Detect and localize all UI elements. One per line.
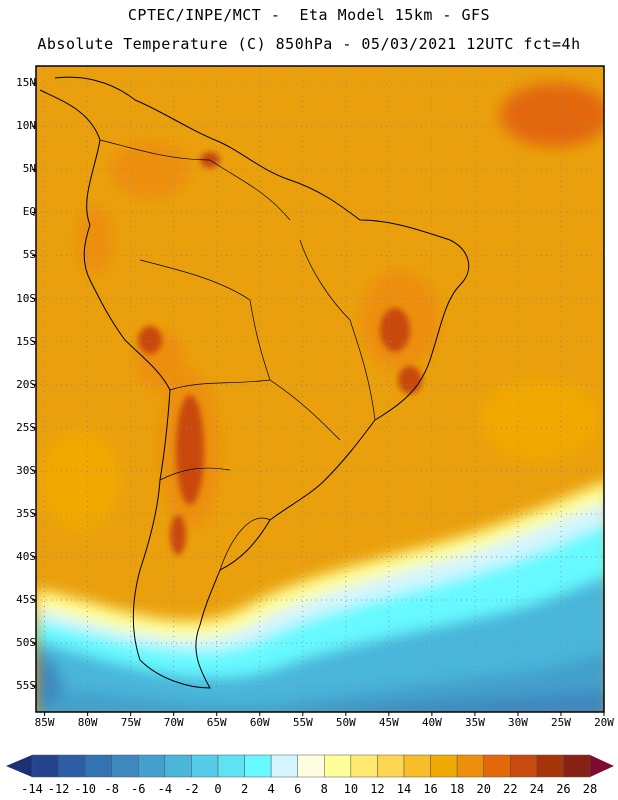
colorbar-label: -14 bbox=[21, 782, 43, 796]
colorbar-swatch bbox=[217, 754, 245, 778]
colorbar-label: 20 bbox=[476, 782, 491, 796]
colorbar-label: 0 bbox=[214, 782, 222, 796]
colorbar-swatch bbox=[244, 754, 272, 778]
colorbar-swatch bbox=[270, 754, 298, 778]
longitude-label: 55W bbox=[292, 716, 313, 729]
latitude-label: 15N bbox=[16, 76, 36, 90]
colorbar-swatch bbox=[403, 754, 431, 778]
colorbar-label: 8 bbox=[320, 782, 328, 796]
map-title: CPTEC/INPE/MCT - Eta Model 15km - GFS bbox=[127, 6, 491, 24]
colorbar-high-arrow bbox=[590, 755, 614, 777]
longitude-label: 85W bbox=[34, 716, 55, 729]
longitude-label: 80W bbox=[77, 716, 98, 729]
colorbar-label: 12 bbox=[370, 782, 385, 796]
colorbar-low-arrow bbox=[6, 755, 32, 777]
colorbar-swatch bbox=[84, 754, 112, 778]
longitude-label: 50W bbox=[335, 716, 356, 729]
colorbar-swatch bbox=[563, 754, 591, 778]
colorbar-swatch bbox=[58, 754, 86, 778]
longitude-label: 45W bbox=[378, 716, 399, 729]
map-frame bbox=[35, 65, 605, 713]
colorbar-swatch bbox=[297, 754, 325, 778]
latitude-label: 5S bbox=[22, 248, 36, 262]
colorbar-swatch bbox=[164, 754, 192, 778]
map-subtitle: Absolute Temperature (C) 850hPa - 05/03/… bbox=[37, 35, 581, 53]
colorbar-swatch bbox=[191, 754, 219, 778]
latitude-label: EQ bbox=[22, 205, 36, 219]
colorbar-label: 4 bbox=[267, 782, 275, 796]
latitude-label: 45S bbox=[16, 593, 36, 607]
colorbar-label: -4 bbox=[157, 782, 173, 796]
latitude-label: 30S bbox=[16, 463, 36, 477]
colorbar-label: 24 bbox=[529, 782, 545, 796]
colorbar-swatch bbox=[510, 754, 538, 778]
axis-ticks bbox=[32, 82, 605, 716]
latitude-label: 15S bbox=[16, 334, 36, 348]
longitude-label: 65W bbox=[206, 716, 227, 729]
colorbar-label: -8 bbox=[104, 782, 119, 796]
colorbar-swatch bbox=[324, 754, 352, 778]
colorbar-label: -2 bbox=[184, 782, 199, 796]
colorbar-label: -6 bbox=[131, 782, 146, 796]
colorbar-swatch bbox=[350, 754, 378, 778]
colorbar bbox=[6, 754, 614, 778]
colorbar-swatch bbox=[483, 754, 511, 778]
colorbar-swatch bbox=[536, 754, 564, 778]
colorbar-label: 16 bbox=[423, 782, 438, 796]
longitude-label: 30W bbox=[508, 716, 528, 729]
colorbar-swatch bbox=[138, 754, 166, 778]
longitude-label: 70W bbox=[163, 716, 184, 729]
latitude-label: 55S bbox=[16, 679, 36, 693]
country-borders bbox=[99, 139, 376, 571]
colorbar-label: 28 bbox=[582, 782, 598, 796]
colorbar-label: 2 bbox=[240, 782, 249, 796]
colorbar-label: 22 bbox=[503, 782, 518, 796]
longitude-label: 60W bbox=[249, 716, 270, 729]
latitude-label: 10N bbox=[16, 119, 36, 133]
colorbar-label: 10 bbox=[343, 782, 359, 796]
longitude-label: 40W bbox=[421, 716, 442, 729]
latitude-label: 35S bbox=[16, 506, 36, 520]
latitude-label: 50S bbox=[16, 636, 36, 650]
longitude-label: 25W bbox=[551, 716, 571, 729]
latitude-label: 5N bbox=[22, 162, 36, 176]
latitude-label: 10S bbox=[16, 291, 36, 305]
colorbar-label: 14 bbox=[396, 782, 412, 796]
colorbar-swatch bbox=[111, 754, 139, 778]
colorbar-label: 6 bbox=[294, 782, 302, 796]
temperature-field bbox=[36, 66, 604, 712]
latitude-label: 40S bbox=[16, 549, 36, 563]
latitude-label: 25S bbox=[16, 420, 36, 434]
longitude-label: 35W bbox=[464, 716, 485, 729]
colorbar-swatch bbox=[456, 754, 484, 778]
colorbar-swatch bbox=[430, 754, 458, 778]
colorbar-label: 26 bbox=[556, 782, 571, 796]
longitude-label: 20W bbox=[594, 716, 614, 729]
longitude-label: 75W bbox=[120, 716, 141, 729]
coastline bbox=[39, 76, 470, 689]
colorbar-swatch bbox=[377, 754, 405, 778]
latitude-label: 20S bbox=[16, 377, 36, 391]
colorbar-swatch bbox=[31, 754, 59, 778]
colorbar-label: -12 bbox=[47, 782, 70, 796]
colorbar-label: -10 bbox=[74, 782, 96, 796]
colorbar-label: 18 bbox=[449, 782, 465, 796]
